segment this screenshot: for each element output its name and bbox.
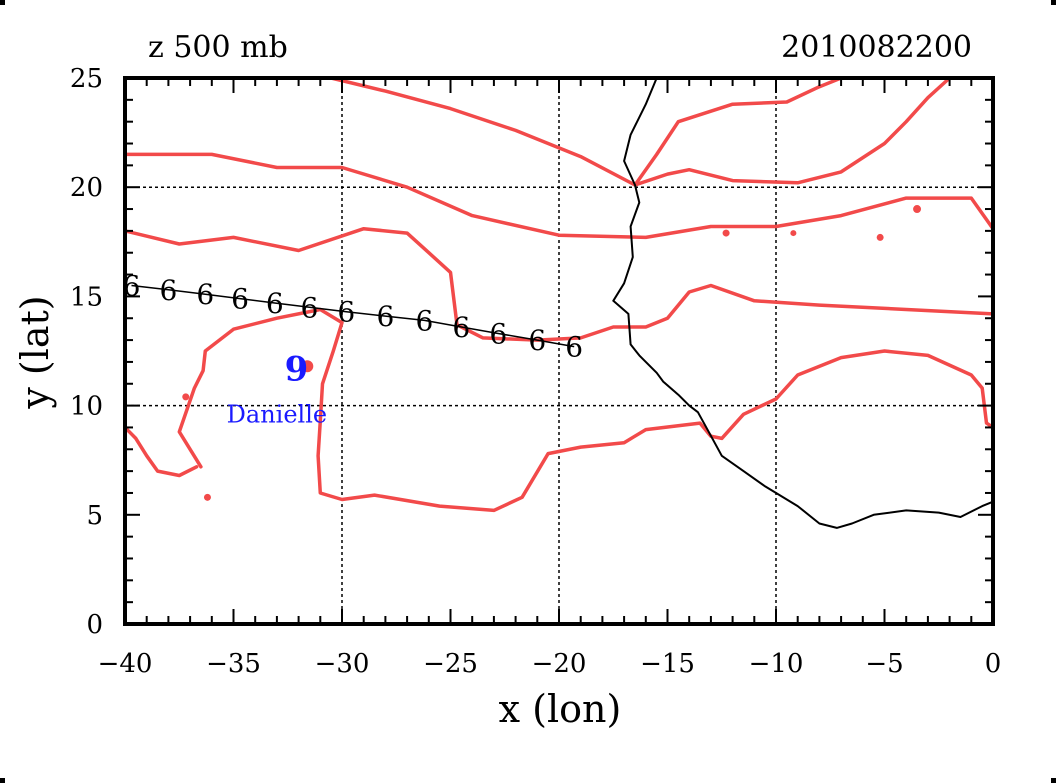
tick-labels: −40 −35 −30 −25 −20 −15 −10 −5 0 0 5 10 15 20 25 xyxy=(70,64,1001,679)
x-tick-label: −35 xyxy=(206,649,261,679)
track-marker: 6 xyxy=(266,287,284,320)
track-marker: 6 xyxy=(123,269,141,302)
track-marker: 6 xyxy=(301,291,319,324)
storm-marker-group: 9 Danielle xyxy=(227,349,327,428)
track-marker: 6 xyxy=(565,331,583,364)
corner-mark-bottom-left xyxy=(0,778,5,783)
chart-title-left: z 500 mb xyxy=(148,30,288,65)
contour-blob xyxy=(722,229,730,237)
contour-blob xyxy=(876,233,884,241)
contour-blob xyxy=(790,230,797,237)
chart-title-right: 2010082200 xyxy=(781,30,972,65)
x-tick-label: −40 xyxy=(98,649,153,679)
storm-marker: 9 xyxy=(285,349,309,389)
contour-line xyxy=(329,76,952,187)
track-marker: 6 xyxy=(452,311,470,344)
track-marker: 6 xyxy=(337,296,355,329)
contour-blob xyxy=(913,205,922,214)
y-tick-label: 20 xyxy=(70,173,103,203)
coastline-line xyxy=(612,77,994,529)
track-marker: 6 xyxy=(416,304,434,337)
track-marker: 6 xyxy=(376,300,394,333)
coastline xyxy=(612,77,994,529)
y-tick-label: 0 xyxy=(86,610,103,640)
contour-line xyxy=(123,152,995,240)
gridlines xyxy=(125,78,993,624)
x-axis-label: x (lon) xyxy=(499,687,622,731)
contour-blob xyxy=(301,360,314,373)
storm-name-label: Danielle xyxy=(227,400,327,428)
corner-mark-bottom-right xyxy=(1051,778,1056,783)
track-line xyxy=(131,284,575,348)
contour-lines xyxy=(123,76,995,513)
axis-ticks xyxy=(124,77,994,625)
x-tick-label: −30 xyxy=(315,649,370,679)
contour-blob xyxy=(182,393,190,401)
y-axis-label: y (lat) xyxy=(13,295,57,409)
track-marker: 6 xyxy=(196,278,214,311)
track-marker: 6 xyxy=(528,324,546,357)
y-tick-label: 10 xyxy=(70,392,103,422)
track-marker: 6 xyxy=(489,318,507,351)
track-marker: 6 xyxy=(159,274,177,307)
corner-mark-top-left xyxy=(0,0,5,5)
contour-line xyxy=(633,76,843,187)
y-tick-label: 5 xyxy=(86,501,103,531)
x-tick-label: −15 xyxy=(640,649,695,679)
contour-line xyxy=(177,307,995,513)
x-tick-label: −25 xyxy=(423,649,478,679)
contour-line xyxy=(123,425,199,478)
corner-mark-top-right xyxy=(1051,0,1056,5)
x-tick-label: 0 xyxy=(985,649,1002,679)
track-marker: 6 xyxy=(231,283,249,316)
contour-blob xyxy=(203,493,211,501)
x-tick-label: −5 xyxy=(865,649,903,679)
x-tick-label: −10 xyxy=(749,649,804,679)
y-tick-label: 25 xyxy=(70,64,103,94)
y-tick-label: 15 xyxy=(70,282,103,312)
x-tick-label: −20 xyxy=(532,649,587,679)
